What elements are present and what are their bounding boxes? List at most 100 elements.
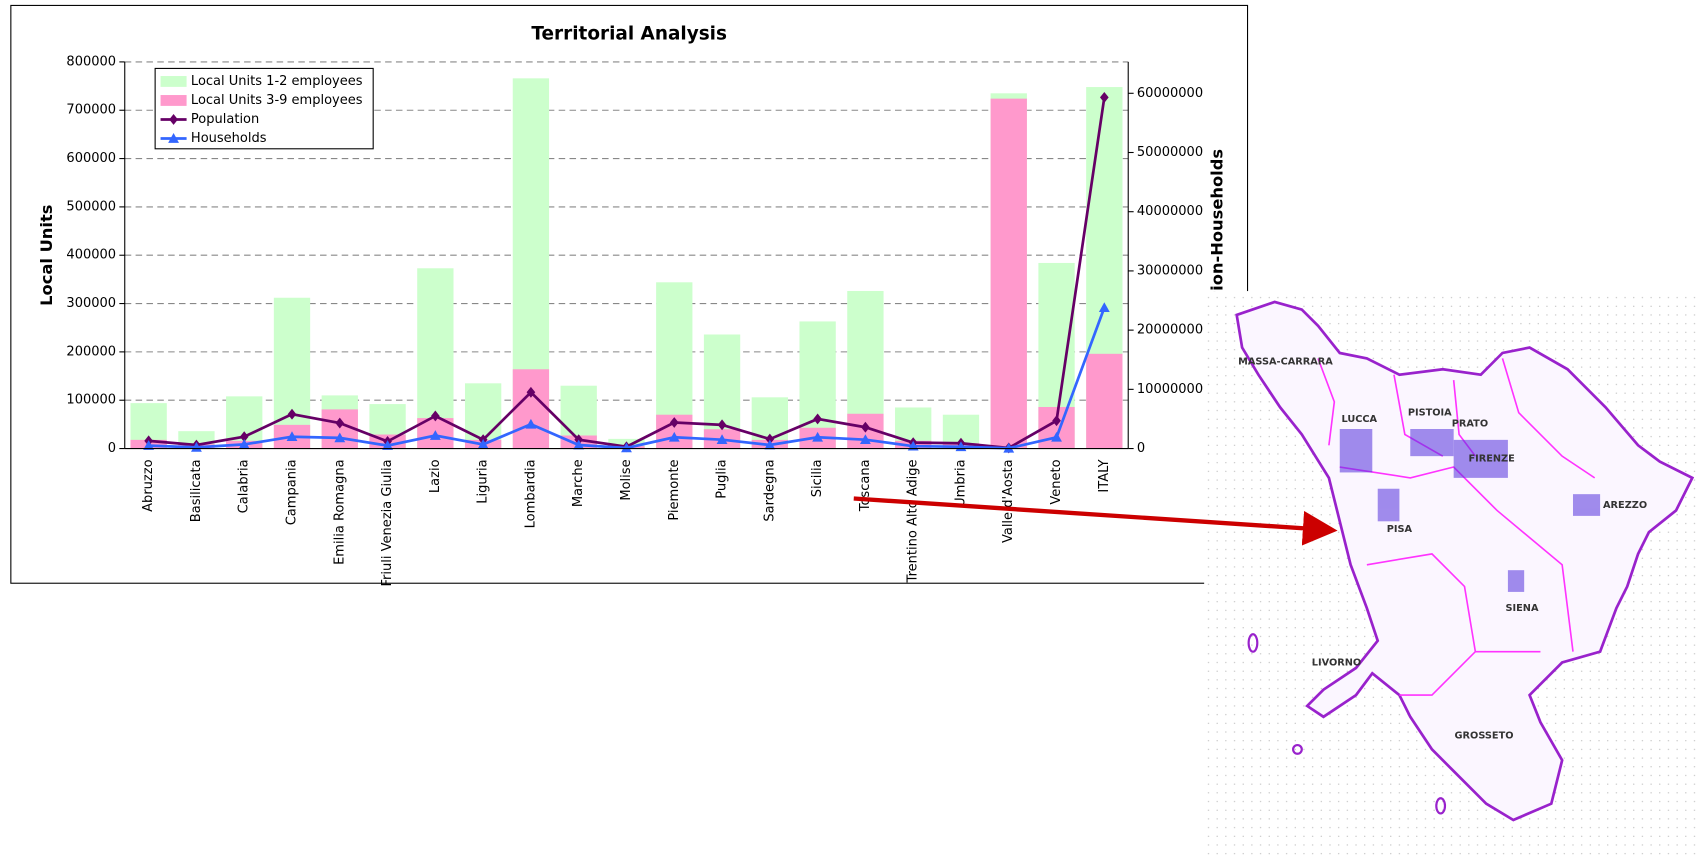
y-tick-label: 400000 [66, 248, 116, 263]
x-tick-label: Basilicata [189, 459, 204, 522]
legend-box [154, 67, 374, 150]
x-tick-label: Lazio [428, 459, 443, 493]
marker [859, 434, 871, 445]
map-label: GROSSETO [1455, 730, 1514, 741]
marker [861, 421, 870, 433]
marker [477, 438, 489, 449]
marker [669, 417, 679, 428]
bar [990, 98, 1027, 449]
y-axis-title: Local Units [37, 205, 56, 306]
plot: 0 100000 200000 300000 400000 500000 600000 700… [66, 54, 1203, 586]
map-label: FIRENZE [1468, 453, 1514, 464]
y2-tick-label: 0 [1137, 441, 1145, 456]
arrow [853, 496, 1338, 546]
map-label: PISA [1387, 524, 1413, 535]
marker [335, 417, 345, 429]
marker [431, 410, 440, 422]
x-tick-label: ITALY [1097, 459, 1112, 492]
x-tick-label: Veneto [1049, 459, 1064, 504]
map-label: SIENA [1505, 603, 1538, 614]
marker [621, 442, 632, 453]
y-tick-label: 800000 [66, 54, 116, 69]
island [1292, 743, 1303, 755]
x-tick-label: Abruzzo [141, 459, 156, 511]
marker [716, 434, 728, 445]
legend: Local Units 1-2 employees Local Units 3-9… [154, 67, 374, 150]
map-label: LIVORNO [1312, 658, 1361, 669]
chart-title: Territorial Analysis [531, 24, 727, 45]
y-tick-label: 200000 [66, 344, 116, 359]
x-tick-label: Valle d'Aosta [1001, 459, 1016, 543]
marker [239, 431, 249, 443]
x-tick-label: Marche [571, 459, 586, 507]
marker [525, 418, 537, 429]
y2-tick-label: 60000000 [1137, 86, 1203, 101]
y-tick-label: 700000 [66, 103, 116, 118]
legend-marker [168, 133, 179, 143]
bar [512, 369, 550, 449]
y2-tick-label: 20000000 [1137, 323, 1203, 338]
bar [799, 321, 836, 449]
bar [1086, 353, 1123, 449]
y2-tick-label: 40000000 [1137, 204, 1203, 219]
y2-tick-label: 50000000 [1137, 145, 1203, 160]
x-tick-label: Campania [285, 459, 300, 525]
x-tick-label: Trentino Alto Adige [906, 459, 921, 583]
settlement-dots [1339, 429, 1601, 592]
marker [668, 431, 680, 442]
marker [191, 441, 202, 452]
marker [238, 438, 250, 449]
marker [812, 431, 824, 442]
y-tick-label: 300000 [66, 296, 116, 311]
marker [286, 431, 298, 442]
y-tick-label: 500000 [66, 199, 116, 214]
x-tick-label: Calabria [237, 459, 252, 513]
marker [573, 439, 585, 450]
map-label: PRATO [1452, 419, 1488, 430]
map-label: LUCCA [1341, 414, 1377, 425]
map-label: AREZZO [1603, 500, 1647, 511]
x-tick-label: Liguria [476, 459, 491, 503]
legend-swatch [160, 95, 187, 106]
island [1435, 797, 1447, 815]
y-tick-label: 0 [108, 441, 116, 456]
x-tick-label: Toscana [858, 459, 873, 512]
marker [429, 430, 441, 440]
y-tick-label: 600000 [66, 151, 116, 166]
marker [287, 408, 297, 420]
marker [764, 439, 776, 450]
legend-label: Local Units 3-9 employees [191, 93, 363, 108]
marker [1099, 92, 1109, 103]
marker [1051, 431, 1062, 442]
x-tick-label: Sicilia [810, 459, 825, 497]
map-label: PISTOIA [1408, 408, 1452, 419]
legend-label: Population [191, 112, 259, 127]
bar [273, 297, 311, 449]
marker [143, 440, 155, 450]
province-borders [1317, 358, 1596, 696]
marker [1052, 415, 1061, 427]
y-tick-label: 100000 [66, 393, 116, 408]
marker [1003, 442, 1015, 453]
y2-tick-label: 30000000 [1137, 263, 1203, 278]
x-tick-label: Puglia [715, 459, 730, 498]
island [1247, 633, 1259, 653]
x-tick-label: Piemonte [667, 459, 682, 520]
legend-swatch [160, 76, 187, 87]
marker [717, 419, 727, 431]
legend-label: Local Units 1-2 employees [191, 74, 363, 89]
marker [1098, 302, 1110, 312]
legend-label: Households [191, 131, 267, 146]
map-label: MASSA-CARRARA [1238, 357, 1333, 368]
x-tick-label: Sardegna [762, 459, 777, 521]
y2-tick-label: 10000000 [1137, 382, 1203, 397]
marker [382, 440, 393, 450]
x-tick-label: Lombardia [523, 459, 538, 528]
x-tick-label: Emilia Romagna [332, 459, 347, 564]
x-tick-label: Molise [619, 459, 634, 500]
x-tick-label: Umbria [953, 459, 968, 506]
x-tick-label: Friuli Venezia Giulia [380, 459, 395, 586]
marker [334, 432, 346, 443]
